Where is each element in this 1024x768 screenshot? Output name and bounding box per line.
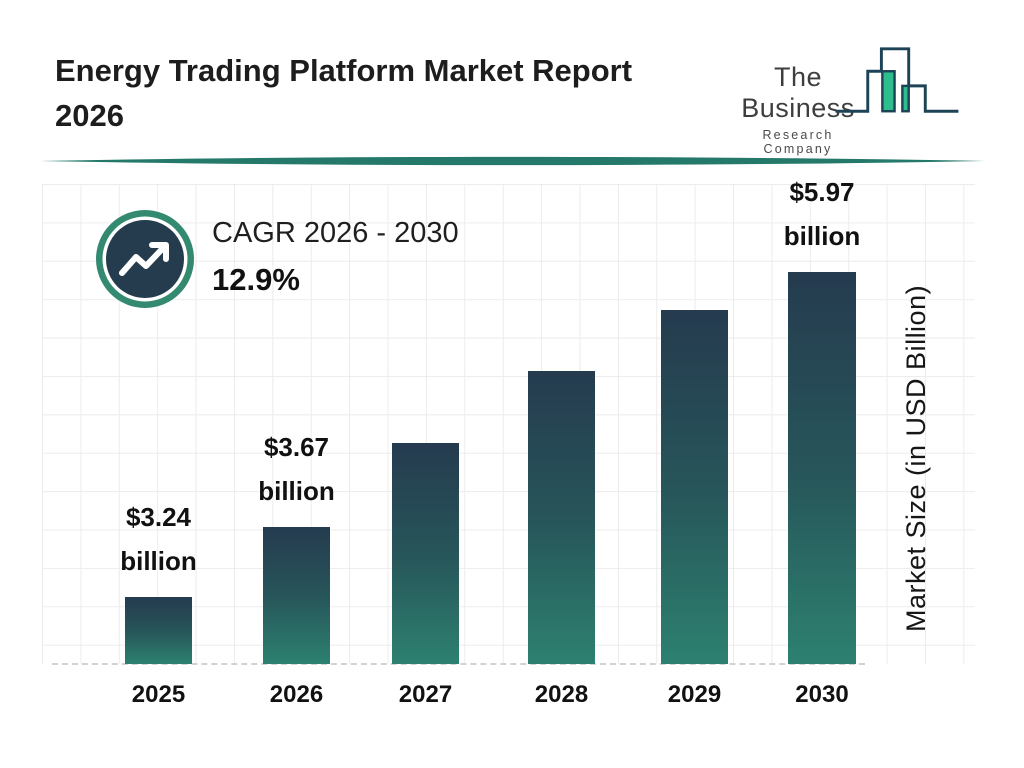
x-axis-label-2025: 2025 bbox=[131, 681, 186, 708]
bar-2027 bbox=[392, 443, 459, 664]
chart-plot-area: $3.24 billion 2025 $3.67 billion 2026 2027 2028… bbox=[42, 177, 975, 708]
bar-value-label-2030: $5.97 billion bbox=[783, 177, 861, 251]
bar-2028 bbox=[528, 371, 595, 664]
brand-logo: The Business Research Company bbox=[728, 62, 868, 156]
y-axis-title: Market Size (in USD Billion) bbox=[901, 284, 931, 632]
brand-name: The Business bbox=[741, 62, 855, 123]
x-axis-baseline bbox=[52, 663, 865, 665]
page-title-line1: Energy Trading Platform Market Report bbox=[55, 53, 633, 88]
x-axis-label-2029: 2029 bbox=[667, 681, 722, 708]
bar-value-label-2026: $3.67 billion bbox=[258, 432, 335, 506]
trending-up-icon bbox=[96, 210, 194, 308]
bar-2026 bbox=[263, 527, 330, 664]
page-title: Energy Trading Platform Market Report 20… bbox=[55, 48, 735, 138]
bar-2025 bbox=[125, 597, 192, 664]
cagr-label: CAGR 2026 - 2030 bbox=[212, 217, 459, 249]
page-title-line2: 2026 bbox=[55, 98, 124, 133]
bar-chart-buildings-icon bbox=[835, 47, 959, 113]
bar-2030 bbox=[788, 272, 856, 664]
cagr-value: 12.9% bbox=[212, 262, 300, 297]
bar-value-label-2025: $3.24 billion bbox=[120, 502, 197, 576]
x-axis-label-2026: 2026 bbox=[269, 681, 324, 708]
x-axis-label-2030: 2030 bbox=[795, 681, 849, 708]
bar-2029 bbox=[661, 310, 728, 664]
divider bbox=[40, 156, 985, 166]
x-axis-label-2027: 2027 bbox=[398, 681, 453, 708]
brand-tagline: Research Company bbox=[762, 128, 834, 156]
x-axis-label-2028: 2028 bbox=[534, 681, 589, 708]
